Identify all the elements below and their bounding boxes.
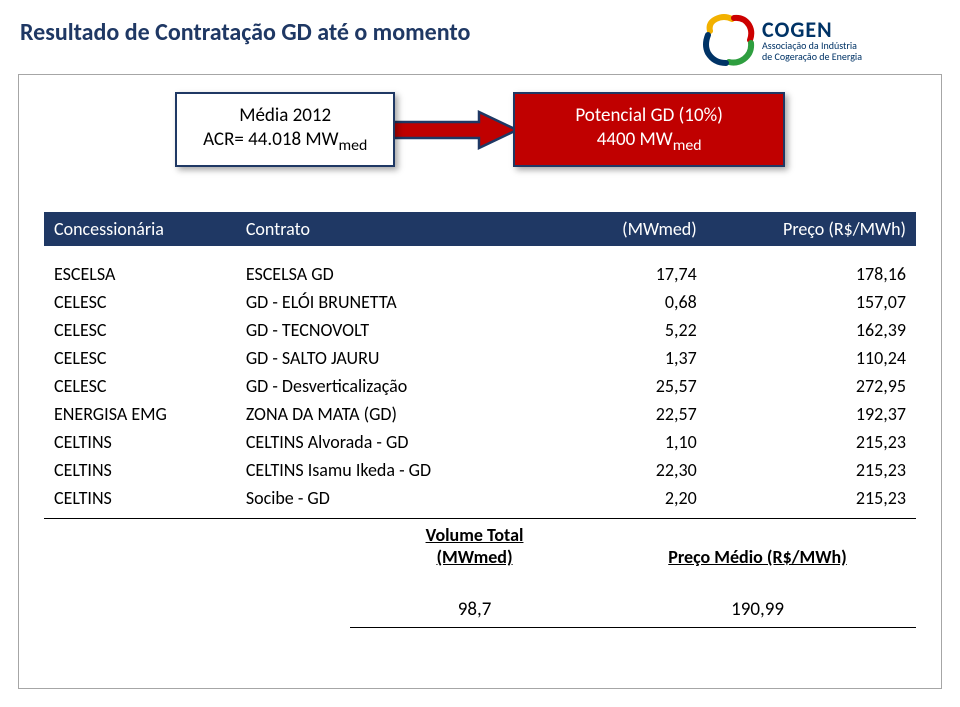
table-cell: 162,39 <box>707 316 916 344</box>
table-cell: 157,07 <box>707 288 916 316</box>
table-cell: CELESC <box>44 288 236 316</box>
data-table-wrap: Concessionária Contrato (MWmed) Preço (R… <box>44 212 916 519</box>
th-contrato: Contrato <box>236 212 550 246</box>
table-row: CELESCGD - ELÓI BRUNETTA0,68157,07 <box>44 288 916 316</box>
summary-head1-l2: (MWmed) <box>360 546 589 568</box>
table-row: CELTINSCELTINS Alvorada - GD1,10215,23 <box>44 428 916 456</box>
box-right-sub: med <box>673 136 702 155</box>
table-cell: 192,37 <box>707 400 916 428</box>
table-cell: 25,57 <box>550 372 707 400</box>
table-row: ESCELSAESCELSA GD17,74178,16 <box>44 260 916 288</box>
table-bottom-rule <box>44 512 916 519</box>
table-row: CELESCGD - SALTO JAURU1,37110,24 <box>44 344 916 372</box>
box-left: Média 2012 ACR= 44.018 MWmed <box>175 92 395 167</box>
table-cell: 178,16 <box>707 260 916 288</box>
table-cell: ENERGISA EMG <box>44 400 236 428</box>
table-cell: CELTINS <box>44 428 236 456</box>
table-cell: 0,68 <box>550 288 707 316</box>
summary-block: Volume Total (MWmed) Preço Médio (R$/MWh… <box>350 522 916 628</box>
table-cell: 22,57 <box>550 400 707 428</box>
th-mwmed: (MWmed) <box>550 212 707 246</box>
table-cell: 215,23 <box>707 484 916 512</box>
table-cell: CELESC <box>44 344 236 372</box>
box-right-line2: 4400 MWmed <box>575 128 723 156</box>
box-left-line2-text: ACR= 44.018 MW <box>203 128 338 151</box>
summary-head1-l1: Volume Total <box>360 524 589 546</box>
arrow-icon <box>389 108 519 152</box>
box-right: Potencial GD (10%) 4400 MWmed <box>513 92 785 167</box>
table-cell: 1,10 <box>550 428 707 456</box>
table-cell: CELESC <box>44 316 236 344</box>
logo-name: COGEN <box>762 18 862 41</box>
summary-head-volume: Volume Total (MWmed) <box>350 522 599 574</box>
table-cell: 5,22 <box>550 316 707 344</box>
table-cell: CELTINS Alvorada - GD <box>236 428 550 456</box>
logo-text: COGEN Associação da Indústria de Cogeraç… <box>762 18 862 62</box>
table-cell: CELTINS <box>44 456 236 484</box>
table-cell: Socibe - GD <box>236 484 550 512</box>
table-cell: 17,74 <box>550 260 707 288</box>
table-cell: 272,95 <box>707 372 916 400</box>
table-cell: 2,20 <box>550 484 707 512</box>
box-left-sub: med <box>339 136 368 155</box>
table-cell: CELTINS <box>44 484 236 512</box>
table-cell: 110,24 <box>707 344 916 372</box>
page-title: Resultado de Contratação GD até o moment… <box>20 18 470 47</box>
table-body: ESCELSAESCELSA GD17,74178,16CELESCGD - E… <box>44 246 916 519</box>
box-right-line2-text: 4400 MW <box>597 128 673 151</box>
table-row: CELTINSCELTINS Isamu Ikeda - GD22,30215,… <box>44 456 916 484</box>
cogen-logo: COGEN Associação da Indústria de Cogeraç… <box>702 12 932 68</box>
summary-val-preco: 190,99 <box>599 574 916 627</box>
table-cell: CELESC <box>44 372 236 400</box>
table-cell: GD - TECNOVOLT <box>236 316 550 344</box>
box-left-line2: ACR= 44.018 MWmed <box>203 128 367 156</box>
table-cell: ZONA DA MATA (GD) <box>236 400 550 428</box>
box-right-line1: Potencial GD (10%) <box>575 104 723 128</box>
table-cell: 215,23 <box>707 428 916 456</box>
table-cell: 1,37 <box>550 344 707 372</box>
table-cell: 215,23 <box>707 456 916 484</box>
table-row: CELTINSSocibe - GD2,20215,23 <box>44 484 916 512</box>
logo-sub2: de Cogeração de Energia <box>762 52 862 63</box>
table-row: CELESCGD - Desverticalização25,57272,95 <box>44 372 916 400</box>
summary-head-preco: Preço Médio (R$/MWh) <box>599 522 916 574</box>
logo-mark-icon <box>702 13 756 67</box>
table-cell: GD - Desverticalização <box>236 372 550 400</box>
table-cell: ESCELSA <box>44 260 236 288</box>
table-cell: GD - ELÓI BRUNETTA <box>236 288 550 316</box>
th-preco: Preço (R$/MWh) <box>707 212 916 246</box>
table-cell: ESCELSA GD <box>236 260 550 288</box>
table-cell: 22,30 <box>550 456 707 484</box>
summary-val-volume: 98,7 <box>350 574 599 627</box>
table-header-row: Concessionária Contrato (MWmed) Preço (R… <box>44 212 916 246</box>
table-row: ENERGISA EMGZONA DA MATA (GD)22,57192,37 <box>44 400 916 428</box>
table-cell: GD - SALTO JAURU <box>236 344 550 372</box>
th-concessionaria: Concessionária <box>44 212 236 246</box>
top-boxes: Média 2012 ACR= 44.018 MWmed Potencial G… <box>0 92 960 167</box>
table-cell: CELTINS Isamu Ikeda - GD <box>236 456 550 484</box>
data-table: Concessionária Contrato (MWmed) Preço (R… <box>44 212 916 519</box>
table-row: CELESCGD - TECNOVOLT5,22162,39 <box>44 316 916 344</box>
summary-table: Volume Total (MWmed) Preço Médio (R$/MWh… <box>350 522 916 628</box>
box-left-line1: Média 2012 <box>203 104 367 128</box>
